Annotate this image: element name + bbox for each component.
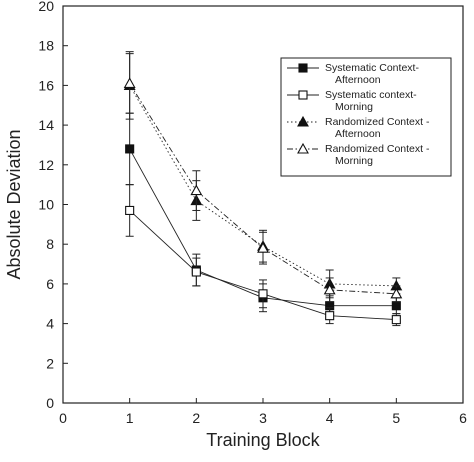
- legend-label: Afternoon: [335, 74, 381, 86]
- y-tick-label: 2: [46, 355, 54, 371]
- legend-label: Randomized Context -: [325, 116, 430, 128]
- legend-label: Randomized Context -: [325, 143, 430, 155]
- data-point: [125, 144, 135, 154]
- data-point: [325, 311, 335, 321]
- legend-marker: [297, 142, 309, 154]
- legend-marker: [298, 63, 308, 73]
- y-tick-label: 18: [38, 38, 54, 54]
- data-point: [125, 205, 135, 216]
- series-line: [129, 85, 397, 287]
- series: [125, 184, 401, 327]
- y-tick-label: 6: [46, 276, 54, 292]
- y-tick-label: 16: [38, 77, 54, 93]
- data-point: [190, 184, 203, 196]
- legend-marker: [298, 90, 308, 100]
- legend-label: Systematic context-: [325, 89, 417, 101]
- data-point: [391, 315, 401, 325]
- data-point: [323, 283, 336, 295]
- data-point: [123, 77, 136, 88]
- legend-box: [280, 57, 452, 177]
- x-tick-label: 0: [59, 410, 67, 426]
- x-axis-label: Training Block: [206, 430, 320, 450]
- y-tick-label: 4: [46, 316, 54, 332]
- y-tick-label: 10: [38, 197, 54, 213]
- data-point: [191, 267, 201, 277]
- legend-label: Morning: [335, 101, 373, 113]
- y-tick-label: 12: [38, 157, 54, 173]
- y-tick-label: 0: [46, 395, 54, 411]
- x-tick-label: 5: [392, 410, 400, 426]
- data-point: [258, 289, 268, 299]
- y-tick-label: 20: [38, 0, 54, 14]
- legend-label: Afternoon: [335, 128, 381, 140]
- legend-label: Systematic Context-: [325, 62, 419, 74]
- data-point: [390, 287, 403, 299]
- y-axis-label: Absolute Deviation: [4, 129, 24, 279]
- x-tick-label: 1: [126, 410, 134, 426]
- x-tick-label: 3: [259, 410, 267, 426]
- data-point: [257, 242, 269, 253]
- series: [123, 53, 403, 303]
- x-tick-label: 2: [192, 410, 200, 426]
- series-layer: [123, 51, 403, 327]
- legend-label: Morning: [335, 155, 373, 167]
- legend-marker: [297, 115, 309, 127]
- x-tick-label: 6: [459, 410, 467, 426]
- y-tick-label: 8: [46, 236, 54, 252]
- y-tick-label: 14: [38, 117, 54, 133]
- data-point: [391, 301, 401, 311]
- x-tick-label: 4: [326, 410, 334, 426]
